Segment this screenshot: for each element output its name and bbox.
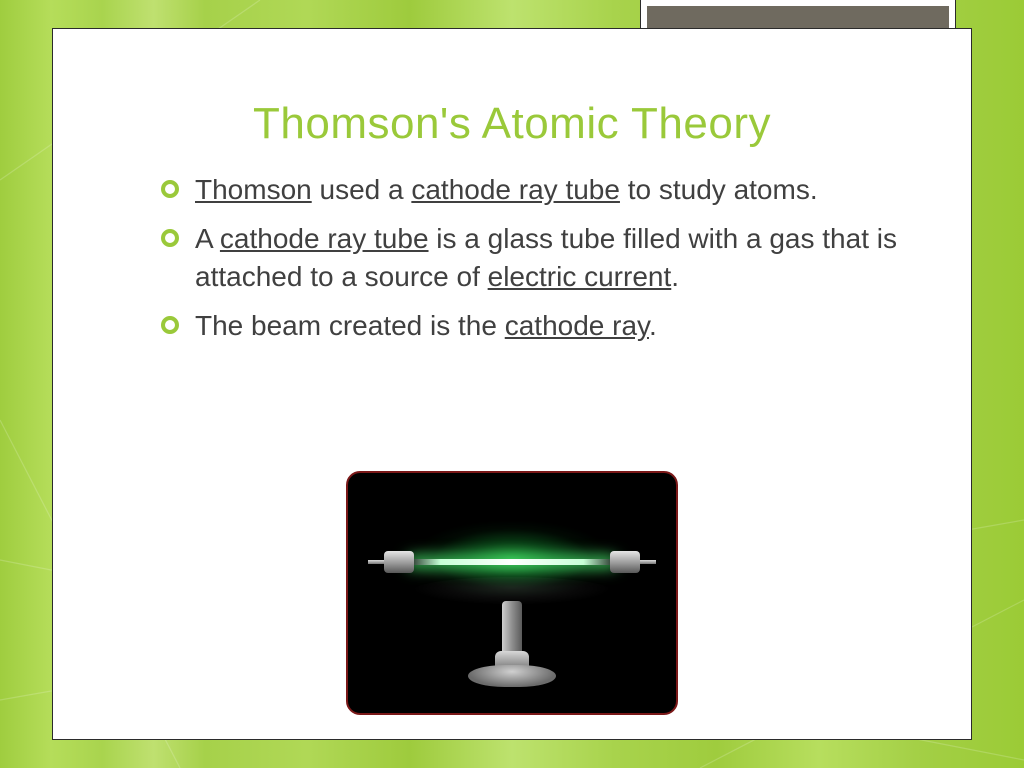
bullet-item: Thomson used a cathode ray tube to study… [161,171,971,210]
stand-base [468,665,556,687]
cathode-ray-tube-image [346,471,678,715]
bullet-text: A cathode ray tube is a glass tube fille… [195,220,971,297]
cathode-ray-beam [410,559,614,565]
slide-title: Thomson's Atomic Theory [253,99,771,149]
bullet-item: A cathode ray tube is a glass tube fille… [161,220,971,297]
bullet-ring-icon [161,229,179,247]
figure-container [346,471,678,715]
electrode-left [384,551,414,573]
bullet-text: The beam created is the cathode ray. [195,307,657,346]
stand-stem [502,601,522,657]
bullet-text: Thomson used a cathode ray tube to study… [195,171,818,210]
electrode-prong-right [638,560,656,564]
bullet-ring-icon [161,316,179,334]
bullet-ring-icon [161,180,179,198]
bullet-item: The beam created is the cathode ray. [161,307,971,346]
electrode-right [610,551,640,573]
bullet-list: Thomson used a cathode ray tube to study… [161,171,971,356]
content-panel: Thomson's Atomic Theory Thomson used a c… [52,28,972,740]
